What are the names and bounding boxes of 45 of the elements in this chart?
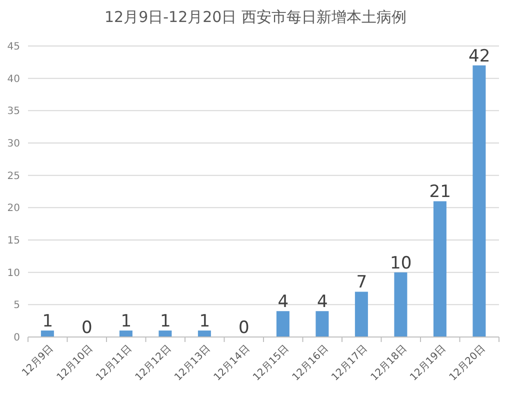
y-tick-label: 0 — [14, 332, 20, 344]
x-tick-label: 12月13日 — [172, 343, 213, 384]
chart-title: 12月9日-12月20日 西安市每日新增本土病例 — [104, 8, 408, 27]
bar — [433, 201, 446, 337]
bar — [316, 311, 329, 337]
data-label: 4 — [316, 292, 328, 312]
y-tick-label: 20 — [7, 203, 20, 214]
data-label: 1 — [160, 312, 171, 332]
y-tick-label: 30 — [7, 138, 20, 150]
bar — [472, 65, 486, 337]
data-label: 42 — [468, 46, 490, 66]
y-tick-label: 35 — [7, 106, 20, 118]
data-label: 7 — [356, 272, 368, 293]
x-tick-label: 12月19日 — [408, 343, 448, 384]
x-tick-label: 12月20日 — [448, 343, 488, 384]
x-tick-label: 12月18日 — [369, 343, 409, 384]
bar — [394, 272, 408, 337]
data-label: 4 — [278, 292, 289, 312]
bar — [40, 330, 54, 337]
bar — [158, 330, 172, 337]
bar — [119, 330, 132, 337]
x-tick-label: 12月17日 — [330, 343, 370, 384]
data-label: 1 — [42, 312, 54, 332]
x-tick-label: 12月16日 — [290, 343, 330, 384]
y-tick-label: 40 — [7, 74, 20, 85]
x-tick-label: 12月12日 — [134, 343, 174, 384]
data-label: 0 — [238, 318, 250, 338]
data-label: 1 — [120, 312, 132, 332]
x-tick-label: 12月9日 — [20, 343, 56, 379]
bar — [354, 292, 368, 337]
y-tick-label: 45 — [7, 42, 20, 53]
x-tick-label: 12月11日 — [94, 343, 134, 384]
bar — [198, 330, 211, 337]
data-label: 0 — [81, 318, 92, 338]
x-tick-label: 12月15日 — [251, 343, 292, 384]
x-tick-label: 12月14日 — [212, 343, 252, 384]
y-tick-label: 15 — [7, 236, 20, 247]
y-tick-label: 5 — [14, 300, 20, 312]
data-label: 1 — [199, 312, 210, 332]
y-tick-label: 25 — [7, 170, 20, 182]
x-tick-label: 12月10日 — [55, 343, 95, 384]
data-label: 10 — [390, 253, 412, 274]
y-tick-label: 10 — [7, 268, 20, 279]
data-label: 21 — [429, 182, 451, 202]
bar — [276, 311, 290, 337]
